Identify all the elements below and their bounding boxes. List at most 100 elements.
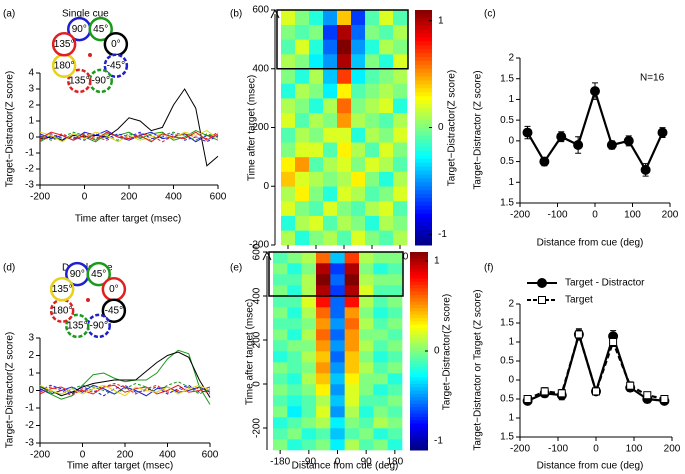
heat-cell [365, 83, 380, 99]
y-axis-label: Target−Distractor(Z score) [5, 71, 16, 187]
legend-marker [537, 278, 547, 288]
heat-cell [316, 373, 331, 385]
y-axis-label: Target−Distractor (Z score) [473, 70, 484, 189]
heat-cell [281, 10, 296, 25]
heat-cell [316, 274, 331, 286]
heat-cell [273, 340, 288, 352]
heat-cell [337, 230, 352, 246]
heat-cell [287, 395, 302, 407]
heat-cell [323, 127, 338, 143]
heat-cell [295, 230, 310, 246]
y-tick-label: 1.5 [500, 73, 514, 84]
colorbar-segment [410, 252, 428, 256]
heat-cell [301, 340, 317, 352]
heat-cell [379, 112, 394, 128]
heat-cell [323, 186, 338, 202]
heat-cell [337, 112, 352, 128]
heat-cell [373, 285, 388, 297]
heat-cell [295, 156, 310, 172]
heat-cell [295, 54, 310, 70]
colorbar-segment [410, 364, 428, 368]
heat-cell [323, 24, 338, 40]
colorbar-segment [415, 53, 432, 58]
colorbar-segment [410, 268, 428, 273]
x-tick-label: -100 [547, 210, 567, 221]
heat-cell [323, 142, 338, 158]
heat-cell [393, 68, 408, 84]
marker [660, 395, 669, 403]
y-tick-label: 0.5 [500, 394, 514, 405]
heat-cell [323, 68, 338, 84]
x-tick-label: 0 [592, 210, 598, 221]
heat-cell [359, 274, 374, 286]
heat-cell [393, 39, 408, 55]
heat-cell [393, 24, 408, 40]
colorbar-segment [415, 10, 432, 15]
heat-cell [351, 230, 366, 246]
heat-cell [281, 171, 296, 187]
x-tick-label: -90 [302, 457, 317, 468]
heat-cell [309, 10, 324, 25]
colorbar-segment [410, 397, 428, 401]
colorbar-segment [410, 417, 428, 421]
heat-cell [393, 10, 408, 25]
colorbar-segment [415, 205, 432, 211]
y-tick-label: 1 [28, 116, 34, 127]
heat-cell [337, 186, 352, 202]
marker [539, 156, 550, 167]
colorbar-label: Target−Distractor(Z score) [447, 70, 458, 186]
heat-cell [387, 296, 403, 308]
heat-cell [295, 10, 310, 25]
y-tick-label: 2 [28, 100, 34, 111]
heat-cell [287, 406, 302, 418]
x-tick-label: 200 [664, 444, 681, 455]
y-tick-label: 3 [28, 333, 34, 344]
heat-cell [359, 351, 374, 363]
heat-cell [301, 362, 317, 374]
heat-cell [351, 215, 366, 231]
heat-cell [359, 296, 374, 308]
marker [606, 140, 617, 150]
colorbar-segment [410, 311, 428, 316]
y-tick-label: 0 [508, 375, 514, 386]
heat-cell [330, 428, 345, 440]
y-tick-label: -1 [25, 403, 34, 414]
heat-cell [316, 362, 331, 374]
series-line [39, 131, 219, 143]
legend-label: 135° [54, 39, 75, 50]
heat-cell [387, 318, 403, 330]
colorbar-segment [410, 285, 428, 289]
heat-cell [393, 98, 408, 114]
heat-cell [281, 83, 296, 99]
heat-cell [359, 373, 374, 385]
colorbar-segment [415, 166, 432, 172]
colorbar-segment [415, 158, 432, 164]
heat-cell [379, 68, 394, 84]
series-line [39, 351, 211, 398]
heat-cell [359, 428, 374, 440]
heat-cell [351, 83, 366, 99]
marker [540, 387, 549, 396]
heat-cell [281, 39, 296, 55]
heat-cell [316, 406, 331, 418]
heat-cell [330, 296, 345, 308]
y-tick-label: 0 [508, 135, 514, 146]
y-tick-label: 0.5 [500, 156, 514, 167]
legend-label: -90° [91, 76, 109, 87]
colorbar-segment [415, 209, 432, 215]
colorbar-segment [415, 111, 432, 117]
panel-label: (d) [3, 263, 15, 274]
heat-cell [344, 428, 360, 440]
heat-cell [309, 83, 324, 99]
colorbar-segment [410, 360, 428, 365]
legend-marker [538, 296, 546, 304]
heat-cell [295, 215, 310, 231]
heat-cell [359, 417, 374, 429]
x-tick-label: -100 [548, 444, 568, 455]
heat-cell [295, 98, 310, 114]
heat-cell [316, 428, 331, 440]
colorbar-label: Target−Distractor(Z score) [442, 294, 453, 410]
heat-cell [309, 68, 324, 84]
heat-cell [365, 68, 380, 84]
y-tick-label: -2 [25, 164, 34, 175]
